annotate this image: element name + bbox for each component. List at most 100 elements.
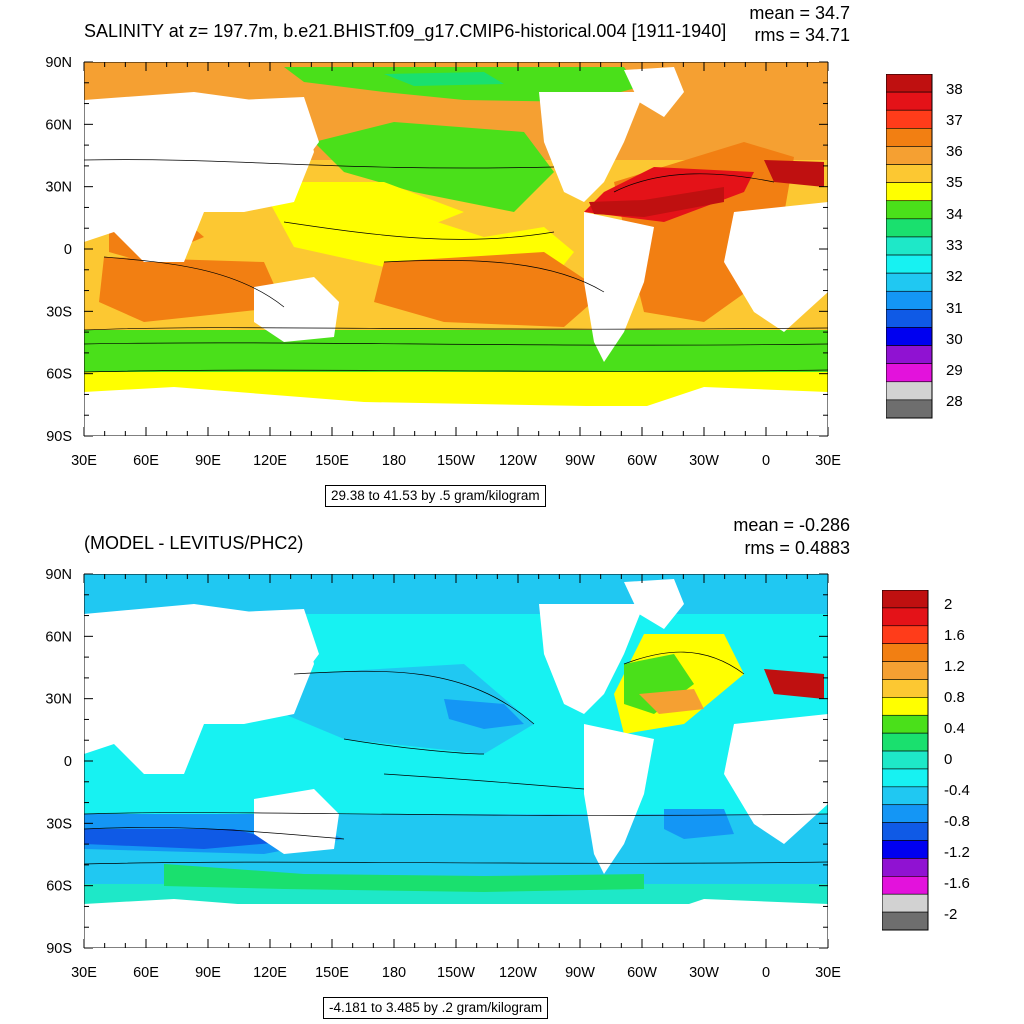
top-lon-label: 60E	[133, 453, 159, 469]
bottom-title: (MODEL - LEVITUS/PHC2)	[84, 533, 304, 553]
top-lon-label: 30E	[815, 453, 841, 469]
top-np-green	[314, 122, 554, 212]
top-colorbar-cell	[886, 128, 933, 147]
bottom-land-namerica	[539, 604, 644, 714]
bottom-colorbar-label: -1.2	[944, 843, 970, 861]
top-salinity-map	[84, 62, 828, 436]
bottom-np-darkblue	[444, 699, 524, 729]
top-indian-orange	[99, 257, 284, 322]
top-colorbar-label: 38	[946, 80, 963, 98]
bottom-lat-label: 60N	[45, 629, 72, 645]
bottom-colorbar-cell	[882, 661, 929, 680]
top-lon-label: 0	[762, 453, 770, 469]
bottom-colorbar-cell	[882, 590, 929, 609]
top-lat-label: 30S	[46, 304, 72, 320]
top-land-antarctica-edge	[84, 387, 828, 407]
bottom-colorbar-cell	[882, 822, 929, 841]
bottom-colorbar-cell	[882, 625, 929, 644]
bottom-colorbar-cell	[882, 911, 929, 931]
bottom-range-label: -4.181 to 3.485 by .2 gram/kilogram	[323, 997, 549, 1019]
bottom-satl-blue	[664, 809, 734, 839]
bottom-land-greenland	[624, 579, 684, 629]
top-lat-label: 90S	[46, 429, 72, 445]
top-colorbar-label: 30	[946, 330, 963, 348]
top-colorbar-cell	[886, 381, 933, 401]
bottom-colorbar-label: 2	[944, 596, 953, 614]
top-colorbar-cell	[886, 290, 933, 310]
bottom-lon-label: 30W	[689, 965, 719, 981]
top-med	[764, 160, 824, 187]
bottom-acc-green	[164, 864, 644, 892]
bottom-lon-label: 60E	[133, 965, 159, 981]
bottom-colorbar-label: 1.2	[944, 658, 965, 676]
top-colorbar-label: 33	[946, 237, 963, 254]
top-colorbar-cell	[886, 345, 933, 364]
bottom-colorbar-cell	[882, 643, 929, 662]
bottom-rms-text: rms = 0.4883	[744, 538, 850, 558]
bottom-colorbar-label: -2	[944, 905, 958, 923]
top-lat-label: 30N	[45, 180, 72, 196]
top-rms-text: rms = 34.71	[754, 25, 850, 45]
top-colorbar-cell	[886, 164, 933, 183]
top-lat-label: 60N	[45, 117, 72, 133]
top-colorbar-cell	[886, 327, 933, 346]
top-mean-text: mean = 34.7	[749, 3, 850, 23]
bottom-land-australia	[254, 789, 339, 854]
top-colorbar-label: 31	[946, 299, 963, 317]
bottom-colorbar-label: 1.6	[944, 627, 965, 645]
top-land-greenland	[624, 67, 684, 117]
bottom-lat-label: 30S	[46, 816, 72, 832]
top-lon-label: 90E	[195, 453, 221, 469]
top-colorbar-cell	[886, 272, 933, 292]
bottom-colorbar-label: -1.6	[944, 874, 970, 892]
bottom-lat-label: 30N	[45, 692, 72, 708]
bottom-land-africa	[724, 714, 828, 844]
top-colorbar	[886, 74, 933, 419]
top-colorbar-label: 28	[946, 393, 963, 411]
bottom-difference-map	[84, 574, 828, 948]
bottom-lon-label: 90W	[565, 965, 595, 981]
bottom-lon-label: 180	[382, 965, 406, 981]
bottom-colorbar-cell	[882, 768, 929, 788]
bottom-colorbar-label: -0.4	[944, 781, 970, 799]
top-lon-label: 120E	[253, 453, 287, 469]
top-atl-darkred	[589, 187, 724, 217]
top-colorbar-cell	[886, 200, 933, 220]
bottom-colorbar-cell	[882, 786, 929, 806]
bottom-lon-label: 150E	[315, 965, 349, 981]
top-lat-label: 90N	[45, 55, 72, 71]
bottom-colorbar-label: 0.8	[944, 689, 965, 707]
bottom-atl-orange	[639, 689, 704, 714]
top-colorbar-label: 37	[946, 111, 963, 129]
bottom-colorbar-label: -0.8	[944, 812, 970, 830]
top-lon-label: 90W	[565, 453, 595, 469]
top-lat-label: 60S	[46, 367, 72, 383]
top-land-australia	[254, 277, 339, 342]
bottom-lon-label: 90E	[195, 965, 221, 981]
top-colorbar-cell	[886, 254, 933, 274]
bottom-lon-label: 0	[762, 965, 770, 981]
top-lon-label: 60W	[627, 453, 657, 469]
bottom-med	[764, 669, 824, 699]
bottom-colorbar-cell	[882, 750, 929, 770]
bottom-land-samerica	[584, 724, 654, 874]
bottom-colorbar-cell	[882, 876, 929, 895]
top-title: SALINITY at z= 197.7m, b.e21.BHIST.f09_g…	[84, 21, 727, 41]
top-colorbar-cell	[886, 399, 933, 419]
top-lon-label: 180	[382, 453, 406, 469]
top-colorbar-label: 34	[946, 205, 963, 223]
bottom-colorbar-cell	[882, 714, 929, 734]
top-sp-orange	[374, 252, 604, 327]
top-land-antarctica	[84, 406, 828, 436]
top-colorbar-cell	[886, 363, 933, 383]
top-colorbar-cell	[886, 182, 933, 202]
bottom-lat-label: 90S	[46, 941, 72, 957]
top-land-asia	[184, 97, 319, 202]
bottom-land-antarctica	[84, 899, 828, 948]
top-colorbar-label: 29	[946, 362, 963, 380]
top-colorbar-cell	[886, 109, 933, 129]
bottom-mean-text: mean = -0.286	[733, 515, 850, 535]
top-lon-label: 150E	[315, 453, 349, 469]
bottom-colorbar-label: 0	[944, 751, 953, 768]
top-colorbar-label: 32	[946, 268, 963, 286]
